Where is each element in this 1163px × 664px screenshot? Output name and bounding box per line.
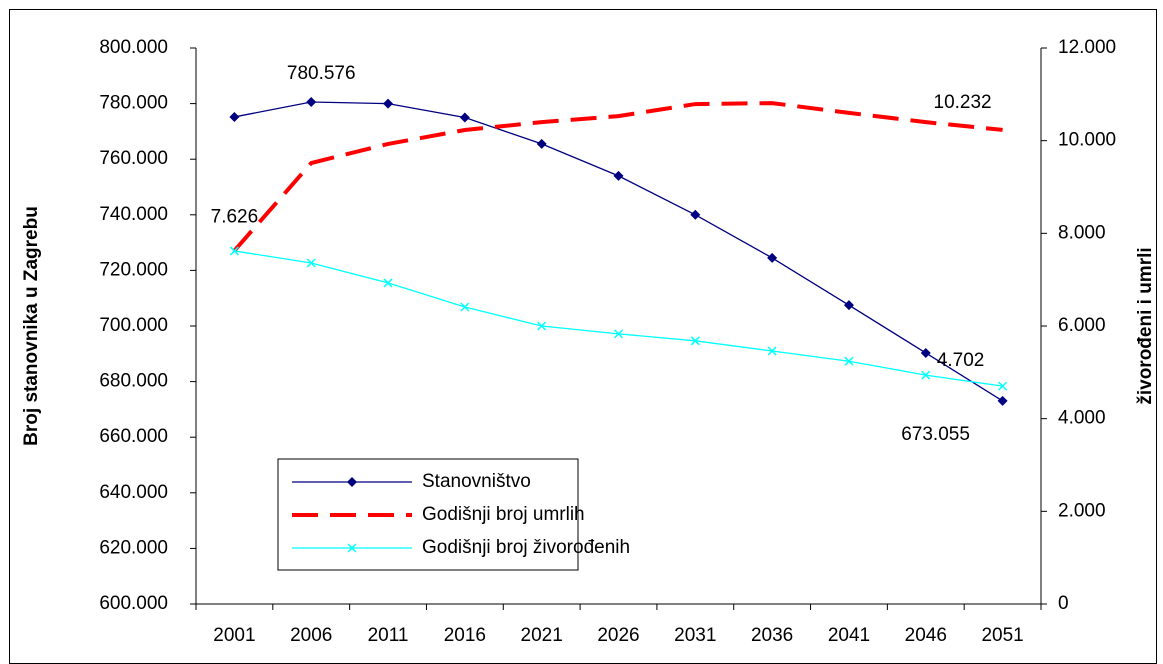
y-tick-label: 620.000 (99, 537, 168, 558)
series-marker (690, 209, 701, 220)
y-tick-label: 600.000 (99, 593, 168, 614)
series-marker (921, 370, 931, 380)
y2-tick-label: 2.000 (1058, 500, 1106, 521)
y2-tick-label: 8.000 (1058, 222, 1106, 243)
y2-tick-label: 0 (1058, 593, 1069, 614)
series-marker (997, 395, 1008, 406)
y-tick-label: 800.000 (99, 37, 168, 58)
x-tick-label: 2051 (981, 625, 1023, 646)
series-marker (306, 96, 317, 107)
y-axis-title: Broj stanovnika u Zagrebu (21, 206, 42, 446)
y-tick-label: 740.000 (99, 204, 168, 225)
series-marker (229, 246, 239, 256)
series-marker (537, 321, 547, 331)
y-tick-label: 780.000 (99, 93, 168, 114)
series-marker (920, 347, 931, 358)
y-tick-label: 680.000 (99, 371, 168, 392)
x-tick-label: 2026 (597, 625, 639, 646)
data-label: 780.576 (287, 63, 356, 84)
data-label: 10.232 (934, 92, 992, 113)
x-tick-label: 2006 (290, 625, 332, 646)
series-line (232, 101, 1003, 252)
data-label: 673.055 (901, 424, 970, 445)
series-marker (460, 302, 470, 312)
series-marker (843, 300, 854, 311)
legend-label: Stanovništvo (422, 471, 531, 492)
y-tick-label: 720.000 (99, 259, 168, 280)
legend-marker (347, 543, 357, 553)
series-marker (613, 170, 624, 181)
series-marker (767, 252, 778, 263)
x-tick-label: 2041 (828, 625, 870, 646)
x-tick-label: 2031 (674, 625, 716, 646)
y-tick-label: 660.000 (99, 426, 168, 447)
series-marker (459, 112, 470, 123)
series-marker (844, 356, 854, 366)
series-marker (383, 278, 393, 288)
y2-tick-label: 4.000 (1058, 408, 1106, 429)
legend-label: Godišnji broj umrlih (422, 504, 585, 525)
y-tick-label: 760.000 (99, 148, 168, 169)
y2-tick-label: 12.000 (1058, 37, 1116, 58)
series-marker (767, 346, 777, 356)
series-marker (998, 381, 1008, 391)
data-label: 4.702 (937, 350, 985, 371)
y2-axis-title: živorođeni i umrli (1135, 247, 1156, 404)
series-marker (536, 138, 547, 149)
x-tick-label: 2011 (368, 625, 409, 646)
y-tick-label: 640.000 (99, 482, 168, 503)
x-tick-label: 2021 (521, 625, 563, 646)
legend-box (277, 458, 579, 571)
series-marker (383, 98, 394, 109)
x-tick-label: 2036 (751, 625, 793, 646)
x-tick-label: 2001 (213, 625, 255, 646)
series-marker (306, 258, 316, 268)
series-marker (690, 336, 700, 346)
y2-tick-label: 10.000 (1058, 130, 1116, 151)
x-tick-label: 2046 (905, 625, 947, 646)
x-tick-label: 2016 (444, 625, 486, 646)
y2-tick-label: 6.000 (1058, 315, 1106, 336)
series-marker (613, 329, 624, 339)
data-label: 7.626 (211, 207, 259, 228)
y-tick-label: 700.000 (99, 315, 168, 336)
legend-label: Godišnji broj živorođenih (422, 537, 630, 558)
legend-marker (347, 477, 357, 487)
series-marker (229, 111, 240, 122)
